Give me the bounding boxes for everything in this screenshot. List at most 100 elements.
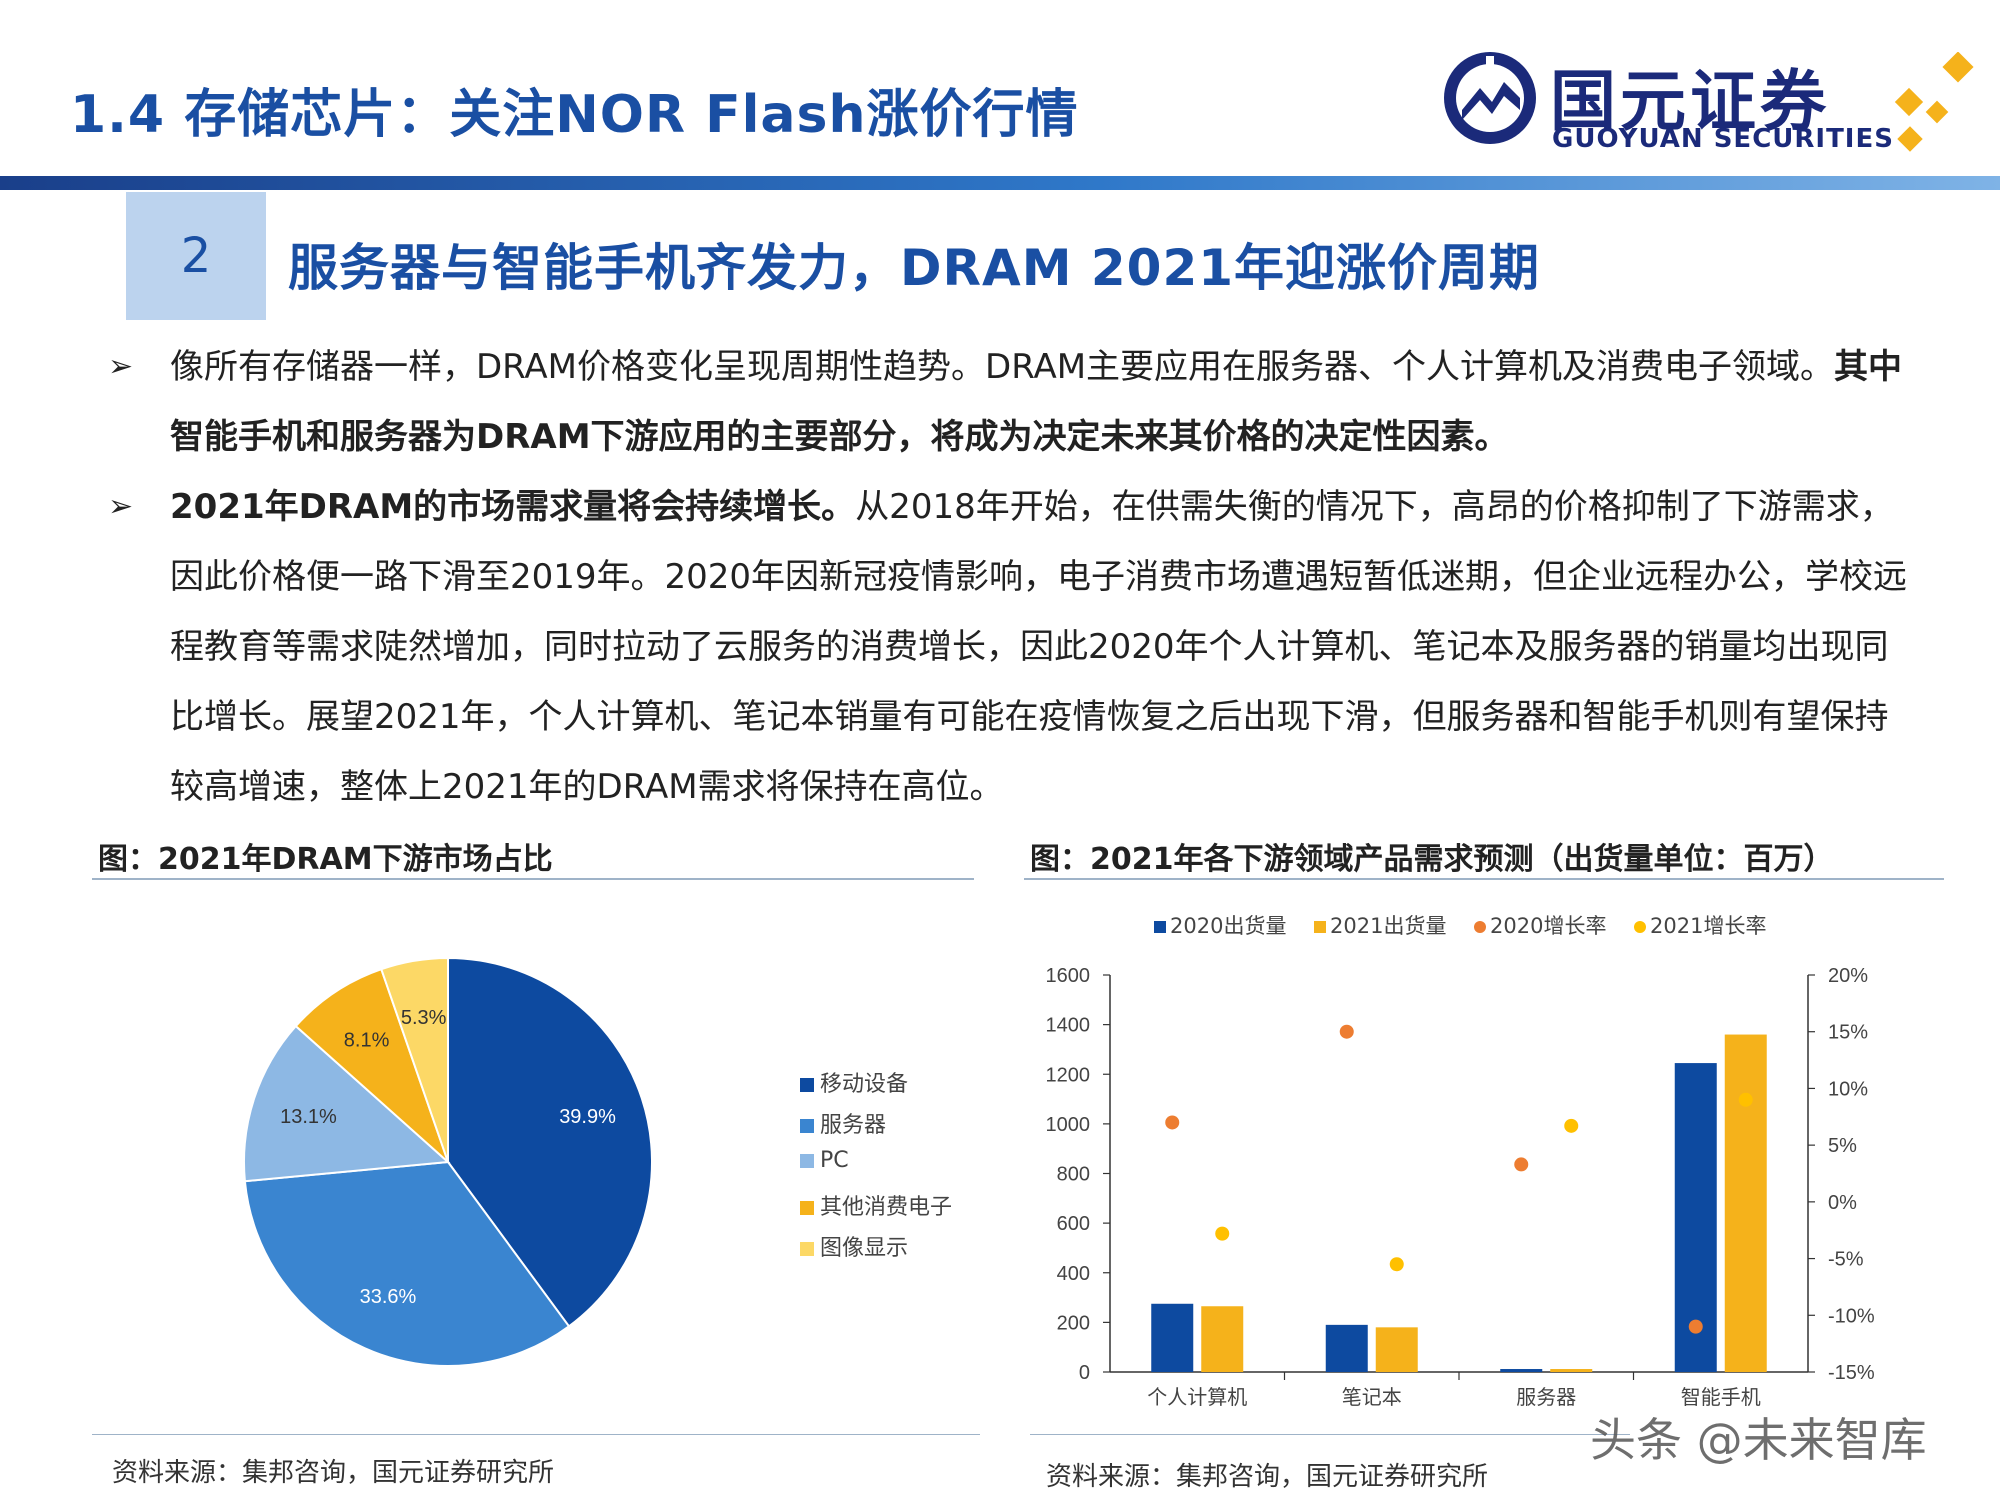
bar: [1724, 1034, 1767, 1372]
pie-legend-item: PC: [800, 1148, 849, 1173]
right-tick-label: 20%: [1828, 965, 1868, 987]
pie-legend-label: 图像显示: [820, 1236, 909, 1261]
rate-point: [1339, 1024, 1354, 1039]
logo-chinese-name: 国元证券: [1550, 63, 1830, 140]
rate-point: [1564, 1118, 1579, 1133]
bullet-arrow-icon: ➢: [108, 349, 134, 384]
right-tick-label: 15%: [1828, 1022, 1868, 1044]
bar-chart-caption: 图：2021年各下游领域产品需求预测（出货量单位：百万）: [1030, 842, 1834, 877]
pie-data-label: 33.6%: [360, 1286, 417, 1308]
right-tick-label: -5%: [1828, 1249, 1864, 1271]
bullet-arrow-icon: ➢: [108, 489, 134, 524]
bar: [1151, 1303, 1194, 1372]
rate-point: [1165, 1115, 1180, 1130]
legend-swatch: [1474, 921, 1486, 933]
pie-legend-item: 移动设备: [800, 1066, 908, 1098]
bar-legend-item: 2021增长率: [1634, 910, 1766, 940]
paragraph-1-bold-text: 其中智能手机和服务器为DRAM下游应用的主要部分，将成为决定未来其价格的决定性因…: [170, 347, 1903, 457]
legend-swatch: [800, 1119, 814, 1133]
bar: [1375, 1327, 1418, 1372]
company-logo: 国元证券 GUOYUAN SECURITIES: [1440, 42, 1980, 162]
legend-swatch: [800, 1242, 814, 1256]
bar-legend-label: 2020出货量: [1170, 914, 1287, 938]
section-number: 2: [180, 228, 212, 284]
bar-legend-label: 2021出货量: [1330, 914, 1447, 938]
paragraph-1: ➢ 像所有存储器一样，DRAM价格变化呈现周期性趋势。DRAM主要应用在服务器、…: [108, 332, 1908, 472]
source-divider: [1030, 1434, 1630, 1435]
page-title: 1.4 存储芯片：关注NOR Flash涨价行情: [70, 85, 1079, 145]
right-tick-label: -10%: [1828, 1305, 1875, 1327]
pie-legend-label: 移动设备: [820, 1072, 909, 1097]
left-tick-label: 0: [1079, 1362, 1090, 1384]
legend-swatch: [1314, 921, 1326, 933]
pie-data-label: 8.1%: [344, 1030, 390, 1052]
pie-slice: [380, 956, 449, 1163]
bar-source-note: 资料来源：集邦咨询，国元证券研究所: [1046, 1462, 1489, 1492]
right-tick-label: -15%: [1828, 1362, 1875, 1384]
right-tick-label: 0%: [1828, 1192, 1857, 1214]
right-tick-label: 5%: [1828, 1135, 1857, 1157]
left-tick-label: 1400: [1046, 1015, 1091, 1037]
legend-swatch: [800, 1201, 814, 1215]
rate-point: [1688, 1319, 1703, 1334]
caption-underline: [92, 878, 974, 880]
bar: [1500, 1369, 1543, 1372]
x-tick-label: 个人计算机: [1147, 1386, 1247, 1409]
rate-point: [1738, 1092, 1753, 1107]
legend-swatch: [800, 1154, 814, 1168]
left-tick-label: 400: [1057, 1263, 1090, 1285]
pie-data-label: 13.1%: [280, 1106, 337, 1128]
legend-swatch: [1634, 921, 1646, 933]
bar: [1674, 1063, 1717, 1372]
section-number-box: 2: [126, 192, 266, 320]
rate-point: [1389, 1257, 1404, 1272]
pie-legend-label: PC: [820, 1148, 849, 1173]
left-tick-label: 800: [1057, 1164, 1090, 1186]
legend-swatch: [800, 1078, 814, 1092]
bar-legend-label: 2020增长率: [1490, 914, 1607, 938]
source-divider: [92, 1434, 980, 1435]
left-tick-label: 200: [1057, 1312, 1090, 1334]
x-tick-label: 笔记本: [1342, 1386, 1402, 1409]
pie-data-label: 5.3%: [401, 1007, 447, 1029]
logo-english-name: GUOYUAN SECURITIES: [1552, 124, 1894, 154]
pie-legend-item: 服务器: [800, 1107, 886, 1139]
paragraph-2: ➢ 2021年DRAM的市场需求量将会持续增长。从2018年开始，在供需失衡的情…: [108, 472, 1908, 822]
bar: [1325, 1324, 1368, 1372]
watermark: 头条 @未来智库: [1590, 1413, 1927, 1467]
pie-slice: [243, 1160, 571, 1367]
left-tick-label: 600: [1057, 1213, 1090, 1235]
pie-slice: [447, 956, 653, 1328]
rate-point: [1514, 1157, 1529, 1172]
paragraph-1-text: 像所有存储器一样，DRAM价格变化呈现周期性趋势。DRAM主要应用在服务器、个人…: [170, 347, 1835, 387]
logo-emblem-icon: [1444, 52, 1536, 144]
left-tick-label: 1200: [1046, 1064, 1091, 1086]
pie-slice: [294, 967, 451, 1166]
rate-point: [1215, 1226, 1230, 1241]
legend-swatch: [1154, 921, 1166, 933]
paragraph-2-text: 从2018年开始，在供需失衡的情况下，高昂的价格抑制了下游需求，因此价格便一路下…: [170, 487, 1908, 807]
header-divider-bar: [0, 176, 2000, 190]
section-title: 服务器与智能手机齐发力，DRAM 2021年迎涨价周期: [288, 239, 1541, 297]
pie-legend-item: 图像显示: [800, 1230, 908, 1262]
paragraph-2-bold-text: 2021年DRAM的市场需求量将会持续增长。: [170, 487, 856, 527]
x-tick-label: 服务器: [1516, 1386, 1576, 1409]
bar: [1201, 1306, 1244, 1372]
pie-legend-label: 其他消费电子: [820, 1195, 953, 1220]
left-tick-label: 1000: [1046, 1114, 1091, 1136]
pie-chart-caption: 图：2021年DRAM下游市场占比: [98, 842, 553, 877]
bar-legend-item: 2020增长率: [1474, 910, 1606, 940]
pie-data-label: 39.9%: [559, 1106, 616, 1128]
caption-underline: [1024, 878, 1944, 880]
bar-legend-item: 2020出货量: [1154, 910, 1286, 940]
bar-legend-item: 2021出货量: [1314, 910, 1446, 940]
left-tick-label: 1600: [1046, 965, 1091, 987]
pie-slice: [243, 1024, 451, 1183]
pie-legend-item: 其他消费电子: [800, 1189, 952, 1221]
pie-source-note: 资料来源：集邦咨询，国元证券研究所: [112, 1458, 555, 1488]
right-tick-label: 10%: [1828, 1078, 1868, 1100]
logo-squares-icon: [1894, 52, 1974, 152]
bar-legend-label: 2021增长率: [1650, 914, 1767, 938]
bar: [1550, 1369, 1593, 1372]
pie-legend-label: 服务器: [820, 1113, 887, 1138]
